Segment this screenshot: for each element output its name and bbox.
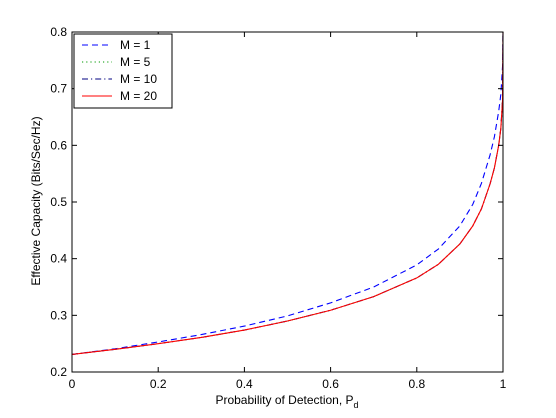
- x-axis-title-subscript: d: [354, 400, 359, 410]
- x-tick-label: 0.8: [408, 377, 425, 391]
- y-tick-label: 0.8: [50, 25, 67, 39]
- x-tick-label: 0.6: [322, 377, 339, 391]
- ticks-layer: 0 0.2 0.4 0.6 0.8 10.20.30.40.50.60.70.8: [50, 25, 506, 391]
- legend-label-1: M = 1: [120, 38, 151, 52]
- y-tick-label: 0.7: [50, 82, 67, 96]
- x-axis-title: Probability of Detection, Pd: [215, 393, 358, 410]
- x-tick-label: 1: [500, 377, 507, 391]
- legend-label-4: M = 20: [120, 89, 157, 103]
- y-axis-title: Effective Capacity (Bits/Sec/Hz): [29, 116, 43, 285]
- x-tick-label: 0: [69, 377, 76, 391]
- x-tick-label: 0.4: [236, 377, 253, 391]
- legend-label-2: M = 5: [120, 55, 151, 69]
- series-line-1: [71, 31, 504, 355]
- y-tick-label: 0.5: [50, 195, 67, 209]
- x-tick-label: 0.2: [150, 377, 167, 391]
- y-tick-label: 0.2: [50, 365, 67, 379]
- y-tick-label: 0.6: [50, 138, 67, 152]
- legend: M = 1 M = 5 M = 10 M = 20: [73, 33, 173, 109]
- x-axis-title-text: Probability of Detection, P: [215, 393, 353, 407]
- y-tick-label: 0.3: [50, 308, 67, 322]
- y-tick-label: 0.4: [50, 252, 67, 266]
- legend-label-3: M = 10: [120, 72, 157, 86]
